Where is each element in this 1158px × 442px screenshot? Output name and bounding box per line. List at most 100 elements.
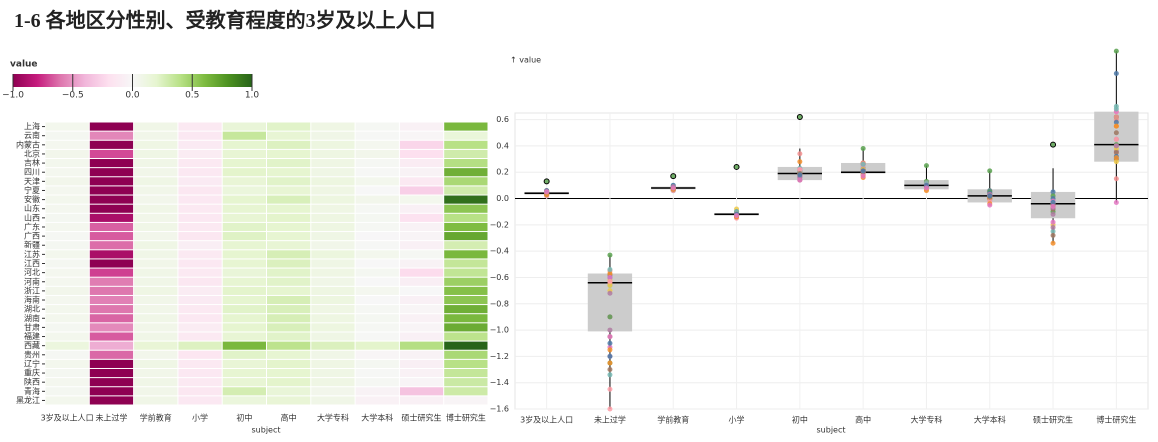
heatmap-cell bbox=[444, 323, 488, 332]
heatmap-cell bbox=[444, 350, 488, 359]
heatmap-cell bbox=[178, 186, 222, 195]
heatmap-cell bbox=[311, 323, 355, 332]
point bbox=[607, 327, 613, 333]
x-tick-label: 高中 bbox=[281, 413, 297, 423]
heatmap-cell bbox=[222, 159, 266, 168]
heatmap-cell bbox=[89, 250, 134, 259]
heatmap-cell bbox=[399, 396, 444, 405]
heatmap-cell bbox=[399, 277, 444, 286]
heatmap-cell bbox=[311, 277, 355, 286]
heatmap-cell bbox=[134, 314, 178, 323]
point bbox=[1050, 219, 1056, 225]
y-tick-label: 上海 bbox=[24, 121, 40, 131]
heatmap-cell bbox=[45, 396, 89, 405]
point bbox=[607, 347, 613, 353]
heatmap-cell bbox=[222, 186, 266, 195]
heatmap-cell bbox=[311, 314, 355, 323]
heatmap-cell bbox=[311, 168, 355, 177]
heatmap-cell bbox=[267, 359, 311, 368]
heatmap-cell bbox=[444, 213, 488, 222]
heatmap-cell bbox=[444, 140, 488, 149]
heatmap-cell bbox=[45, 168, 89, 177]
heatmap-cell bbox=[178, 168, 222, 177]
heatmap-cell bbox=[267, 241, 311, 250]
heatmap-cell bbox=[178, 387, 222, 396]
x-tick-label: 博士研究生 bbox=[446, 413, 486, 423]
heatmap-cell bbox=[45, 131, 89, 140]
heatmap-cell bbox=[311, 259, 355, 268]
heatmap-cell bbox=[134, 350, 178, 359]
colorbar-tick-label: −1.0 bbox=[2, 91, 24, 101]
heatmap-cell bbox=[134, 259, 178, 268]
x-tick-label: 3岁及以上人口 bbox=[41, 413, 94, 423]
heatmap-cell bbox=[222, 378, 266, 387]
heatmap-cell bbox=[134, 213, 178, 222]
heatmap-cell bbox=[89, 259, 134, 268]
heatmap-cell bbox=[178, 396, 222, 405]
heatmap-cell bbox=[311, 149, 355, 159]
heatmap-cell bbox=[267, 323, 311, 332]
heatmap-cell bbox=[355, 295, 399, 305]
heatmap-cell bbox=[45, 323, 89, 332]
heatmap-cell bbox=[178, 204, 222, 213]
y-tick-label: 北京 bbox=[24, 148, 40, 158]
point bbox=[796, 113, 803, 120]
heatmap-cell bbox=[178, 222, 222, 232]
heatmap-cell bbox=[134, 286, 178, 295]
heatmap-cell bbox=[267, 368, 311, 378]
heatmap-cell bbox=[45, 350, 89, 359]
heatmap-cell bbox=[178, 140, 222, 149]
heatmap-cell bbox=[444, 378, 488, 387]
y-tick-label: 安徽 bbox=[24, 194, 40, 204]
y-tick-label: 青海 bbox=[24, 386, 40, 396]
point bbox=[1113, 114, 1119, 120]
heatmap-cell bbox=[355, 213, 399, 222]
point bbox=[670, 173, 677, 180]
legend-title: value bbox=[10, 60, 38, 70]
heatmap-cell bbox=[267, 277, 311, 286]
heatmap-cell bbox=[355, 168, 399, 177]
heatmap-cell bbox=[45, 259, 89, 268]
y-tick-label: 广东 bbox=[24, 221, 40, 231]
heatmap-cell bbox=[444, 268, 488, 277]
x-tick-label: 未上过学 bbox=[95, 413, 127, 423]
point bbox=[1113, 119, 1119, 125]
y-tick-label: 云南 bbox=[24, 130, 40, 140]
heatmap-cell bbox=[355, 195, 399, 204]
heatmap-cell bbox=[444, 387, 488, 396]
point bbox=[1113, 149, 1119, 155]
heatmap-cell bbox=[311, 295, 355, 305]
heatmap-cell bbox=[355, 232, 399, 241]
point bbox=[734, 213, 740, 219]
heatmap-cell bbox=[444, 232, 488, 241]
y-tick-label: −1.4 bbox=[490, 378, 509, 387]
heatmap-cell bbox=[178, 268, 222, 277]
y-tick-label: 贵州 bbox=[24, 349, 40, 359]
heatmap-cell bbox=[178, 341, 222, 350]
heatmap-cell bbox=[89, 286, 134, 295]
heatmap-cell bbox=[267, 268, 311, 277]
point bbox=[607, 367, 613, 373]
y-tick-label: 山东 bbox=[24, 203, 40, 213]
heatmap-cell bbox=[444, 341, 488, 350]
point bbox=[1050, 203, 1056, 209]
heatmap-cell bbox=[444, 159, 488, 168]
y-tick-label: 陕西 bbox=[24, 377, 40, 387]
heatmap-cell bbox=[222, 168, 266, 177]
heatmap-cell bbox=[399, 305, 444, 314]
heatmap-cell bbox=[178, 177, 222, 186]
heatmap-cell bbox=[89, 295, 134, 305]
y-tick-label: 宁夏 bbox=[24, 185, 40, 195]
heatmap-cell bbox=[399, 131, 444, 140]
heatmap-cell bbox=[311, 268, 355, 277]
heatmap-cell bbox=[134, 122, 178, 131]
heatmap-cell bbox=[45, 222, 89, 232]
heatmap-cell bbox=[222, 286, 266, 295]
heatmap-cell bbox=[267, 149, 311, 159]
y-tick-label: 甘肃 bbox=[24, 322, 40, 332]
colorbar-tick-label: 1.0 bbox=[245, 91, 260, 101]
heatmap-cell bbox=[311, 250, 355, 259]
heatmap-cell bbox=[267, 186, 311, 195]
heatmap-cell bbox=[444, 332, 488, 341]
